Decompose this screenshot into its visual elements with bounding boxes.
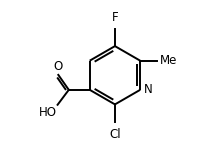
Text: N: N [143, 83, 152, 96]
Text: O: O [53, 60, 62, 73]
Text: Cl: Cl [109, 128, 121, 141]
Text: HO: HO [39, 106, 57, 119]
Text: F: F [112, 11, 118, 24]
Text: Me: Me [160, 54, 178, 67]
